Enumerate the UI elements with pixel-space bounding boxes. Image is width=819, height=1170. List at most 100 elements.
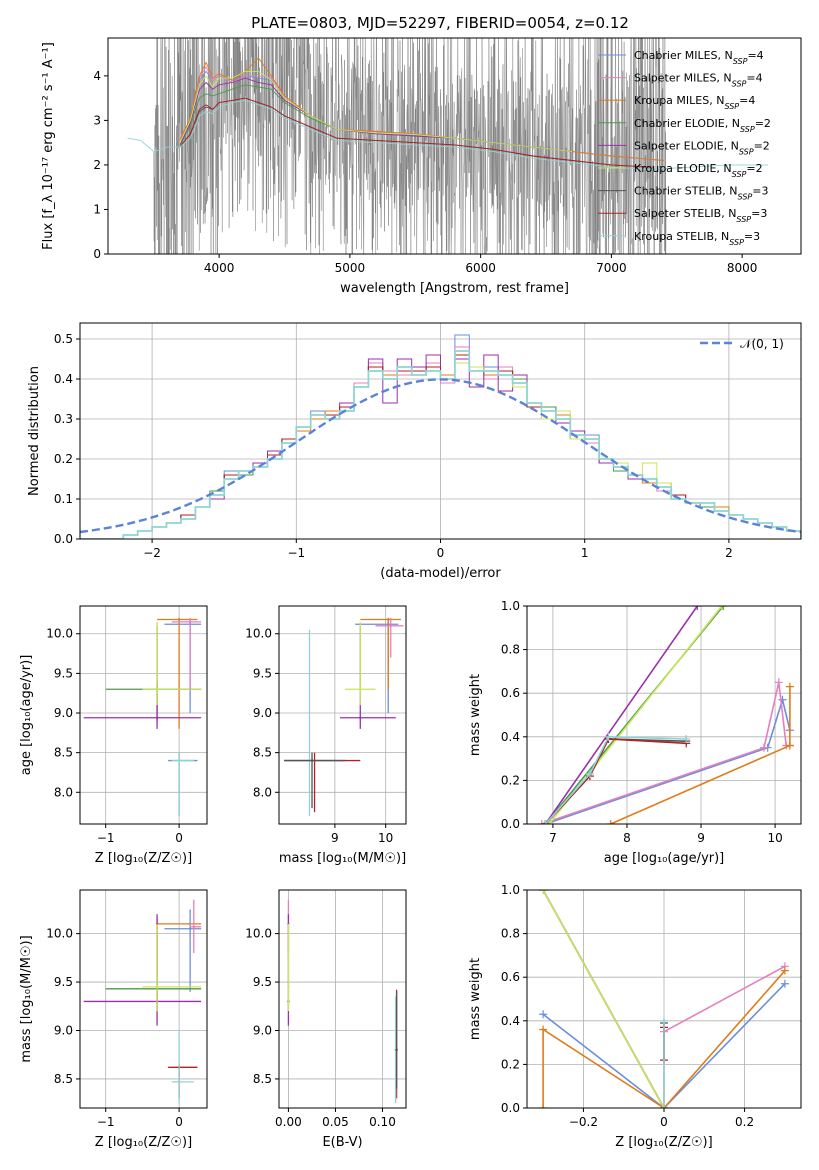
axes-frame [526,889,802,1109]
axes-frame [79,322,802,540]
plus-marker [585,769,594,778]
plus-marker [717,606,726,610]
data-point [155,716,159,719]
series-line [542,983,786,1108]
plus-marker [719,606,728,610]
plus-marker [759,743,768,752]
x-tick-label: 9 [697,831,705,845]
y-tick-label: 0.6 [501,970,520,984]
plus-marker [606,820,615,824]
x-tick-label: 5000 [335,261,366,275]
data-point [155,688,159,691]
legend-label: Salpeter STELIB, NSSP=3 [634,207,767,224]
x-tick-label: 0.00 [275,1115,302,1129]
series-line [541,682,787,824]
y-tick-label: 9.5 [253,975,272,989]
x-axis-label: Z [log₁₀(Z/Z☉)] [615,1135,712,1150]
plus-marker [539,1104,548,1108]
y-tick-label: 0.6 [501,686,520,700]
legend-label: Chabrier ELODIE, NSSP=2 [634,117,771,134]
x-tick-label: −1 [287,546,305,560]
spectrum-data [127,38,769,254]
model-line [179,97,651,168]
legend-subscript: SSP [736,215,751,224]
data-spectrum-line [153,38,667,254]
y-tick-label: 8.5 [253,746,272,760]
x-tick-label: 9 [331,831,339,845]
y-tick-label: 1 [93,202,101,216]
y-axis-label: age [log₁₀(age/yr)] [19,655,34,776]
data-point [188,620,192,624]
x-axis-label: age [log₁₀(age/yr)] [604,851,725,866]
y-tick-label: 8.0 [253,785,272,799]
legend-subscript: SSP [729,237,744,246]
legend-subscript: SSP [733,57,748,66]
legend-subscript: SSP [732,79,747,88]
x-axis-label: (data-model)/error [380,566,501,581]
data-point [177,1080,181,1084]
x-tick-label: 2 [725,546,733,560]
y-tick-label: 0.4 [501,1014,520,1028]
data-point [177,759,181,762]
x-tick-label: 4000 [204,261,235,275]
plus-marker [537,820,546,824]
x-tick-label: −1 [97,831,115,845]
plus-marker [539,1025,548,1034]
y-axis-label: mass [log₁₀(M/M☉)] [19,935,34,1062]
plus-marker [785,741,794,750]
y-tick-label: 9.5 [54,975,73,989]
x-tick-label: 0.05 [322,1115,349,1129]
axes-frame [278,605,407,825]
data-point [155,985,159,989]
legend-label: Kroupa ELODIE, NSSP=2 [634,162,763,179]
x-tick-label: 8 [623,831,631,845]
x-axis-label: wavelength [Angstrom, rest frame] [340,281,569,296]
series-line [545,696,791,824]
x-tick-label: −0.2 [569,1115,598,1129]
y-tick-label: 9.0 [253,706,272,720]
y-tick-label: 0.1 [54,492,73,506]
y-tick-label: 0.4 [501,730,520,744]
y-tick-label: 0.0 [501,817,520,831]
y-tick-label: 10.0 [46,627,73,641]
massweight_vs_age-data [537,606,794,824]
mass_vs_ebv-data [287,899,398,1104]
y-tick-label: 0.3 [54,412,73,426]
y-axis-label: Flux [f_λ 10⁻¹⁷ erg cm⁻² s⁻¹ A⁻¹] [41,42,56,250]
plus-marker [774,678,783,687]
data-point [310,759,314,762]
plus-marker [682,734,691,743]
data-point [359,716,362,719]
x-tick-label: 0 [437,546,445,560]
x-tick-label: 7000 [596,261,627,275]
legend-label: 𝒩(0, 1) [740,337,784,351]
y-tick-label: 0.0 [501,1101,520,1115]
panel-mass_vs_Z: −1 0 8.5 9.0 9.5 10.0 Z [log₁₀(Z/Z☉)] mass [log… [19,889,208,1150]
data-point [287,985,290,989]
mass_vs_Z-data [83,899,202,1104]
y-tick-label: 8.5 [54,1072,73,1086]
axes-frame [278,889,407,1109]
axes-frame [107,37,802,255]
y-tick-label: 0.0 [54,532,73,546]
massweight_vs_Z-data [539,890,789,1108]
y-tick-label: 1.0 [501,883,520,897]
model-line [179,70,573,153]
y-tick-label: 0.4 [54,372,73,386]
legend-label: Chabrier MILES, NSSP=4 [634,49,764,66]
x-tick-label: 0 [175,1115,183,1129]
x-tick-label: −1 [97,1115,115,1129]
y-tick-label: 10.0 [46,927,73,941]
y-tick-label: 0.2 [54,452,73,466]
y-tick-label: 0.2 [501,1057,520,1071]
x-tick-label: 8000 [727,261,758,275]
y-tick-label: 0.8 [501,643,520,657]
y-tick-label: 9.0 [54,706,73,720]
x-tick-label: 6000 [465,261,496,275]
y-tick-label: 10.0 [245,627,272,641]
y-tick-label: 0 [93,247,101,261]
x-tick-label: 10 [767,831,782,845]
plus-marker [604,732,613,741]
data-point [177,618,181,621]
figure-title: PLATE=0803, MJD=52297, FIBERID=0054, z=0… [251,14,629,32]
